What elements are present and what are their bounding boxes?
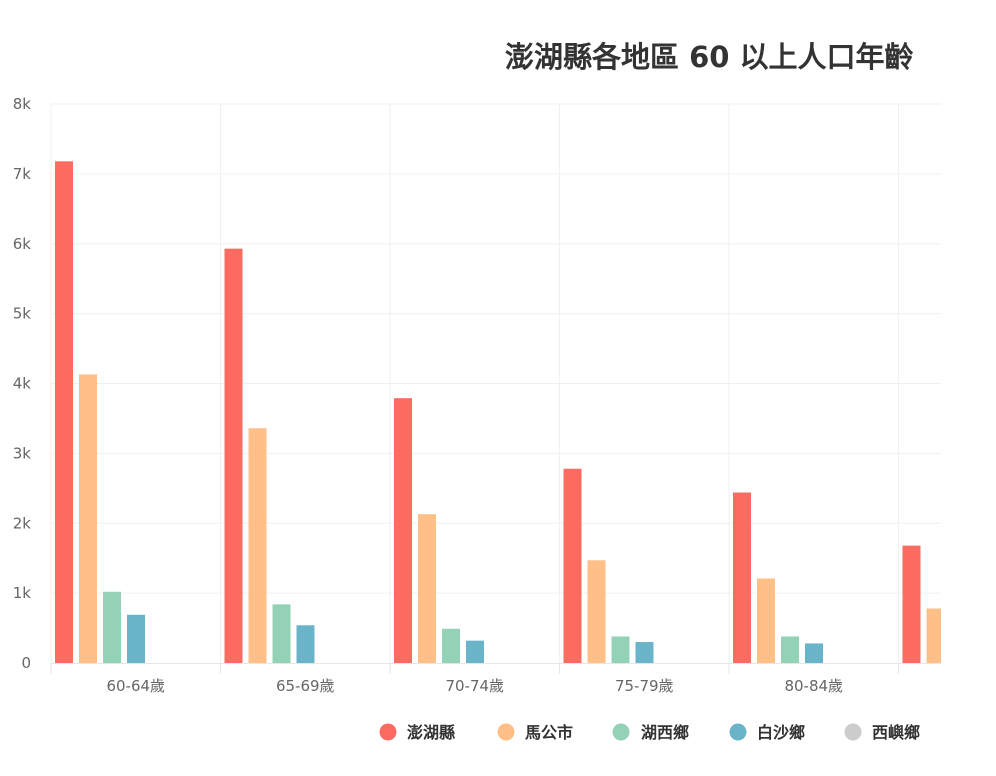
legend-marker-3 bbox=[729, 723, 747, 741]
bar-series-3-cat-0[interactable] bbox=[127, 614, 145, 663]
bar-series-2-cat-2[interactable] bbox=[442, 628, 460, 663]
x-tick-label-2: 70-74歲 bbox=[445, 677, 504, 695]
bar-series-2-cat-0[interactable] bbox=[103, 591, 121, 663]
x-tick-label-1: 65-69歲 bbox=[276, 677, 335, 695]
bar-series-3-cat-1[interactable] bbox=[296, 625, 315, 663]
legend-marker-2 bbox=[612, 723, 630, 741]
y-tick-label-0: 0 bbox=[21, 654, 31, 672]
y-tick-label-7: 7k bbox=[13, 165, 32, 183]
bar-series-1-cat-3[interactable] bbox=[587, 560, 606, 663]
y-tick-label-4: 4k bbox=[13, 375, 32, 393]
legend-marker-1 bbox=[497, 723, 515, 741]
bar-series-1-cat-5[interactable] bbox=[926, 608, 945, 663]
legend-marker-4 bbox=[844, 723, 862, 741]
bar-series-2-cat-1[interactable] bbox=[272, 604, 291, 663]
y-tick-label-2: 2k bbox=[13, 514, 32, 532]
chart-title: 澎湖縣各地區 60 以上人口年齡 bbox=[505, 40, 914, 74]
bar-series-1-cat-2[interactable] bbox=[418, 514, 436, 663]
bar-series-0-cat-2[interactable] bbox=[394, 398, 412, 663]
y-tick-label-5: 5k bbox=[13, 305, 32, 323]
bars-layer bbox=[55, 161, 993, 664]
bar-series-0-cat-0[interactable] bbox=[55, 161, 73, 664]
legend-label-2: 湖西鄉 bbox=[641, 723, 689, 742]
bar-series-3-cat-2[interactable] bbox=[466, 640, 484, 663]
y-tick-label-1: 1k bbox=[13, 584, 32, 602]
legend-item-3[interactable]: 白沙鄉 bbox=[729, 723, 806, 742]
bar-series-1-cat-1[interactable] bbox=[248, 428, 267, 663]
x-tick-label-0: 60-64歲 bbox=[106, 677, 165, 695]
legend-item-2[interactable]: 湖西鄉 bbox=[612, 723, 690, 742]
bar-series-2-cat-3[interactable] bbox=[611, 636, 630, 663]
y-tick-label-8: 8k bbox=[13, 95, 32, 113]
legend-item-4[interactable]: 西嶼鄉 bbox=[844, 723, 921, 742]
bar-series-0-cat-4[interactable] bbox=[733, 492, 751, 663]
x-tick-label-4: 80-84歲 bbox=[784, 677, 843, 695]
bar-series-3-cat-4[interactable] bbox=[805, 643, 823, 663]
legend-label-3: 白沙鄉 bbox=[757, 723, 805, 742]
legend: 澎湖縣 馬公市 湖西鄉 白沙鄉 西嶼鄉 bbox=[379, 723, 921, 742]
bar-series-0-cat-5[interactable] bbox=[902, 545, 921, 663]
bar-series-0-cat-3[interactable] bbox=[563, 468, 582, 663]
legend-item-0[interactable]: 澎湖縣 bbox=[379, 723, 456, 742]
y-tick-label-6: 6k bbox=[13, 235, 32, 253]
legend-label-1: 馬公市 bbox=[525, 723, 573, 742]
bar-series-3-cat-5[interactable] bbox=[975, 651, 993, 663]
y-tick-label-3: 3k bbox=[13, 444, 32, 462]
bar-series-0-cat-1[interactable] bbox=[224, 248, 243, 664]
legend-item-1[interactable]: 馬公市 bbox=[497, 723, 574, 742]
legend-marker-0 bbox=[379, 723, 397, 741]
bar-series-1-cat-4[interactable] bbox=[757, 578, 775, 663]
axes: 0 1k 2k 3k 4k 5k 6k 7k 8k 60-64歲 65-69歲 70-74歲 75-79… bbox=[13, 95, 941, 695]
grid-lines bbox=[50, 103, 941, 663]
legend-label-4: 西嶼鄉 bbox=[872, 723, 920, 742]
bar-series-2-cat-4[interactable] bbox=[781, 636, 799, 663]
bar-series-1-cat-0[interactable] bbox=[79, 374, 97, 663]
bar-series-2-cat-5[interactable] bbox=[951, 646, 969, 663]
bar-series-3-cat-3[interactable] bbox=[635, 642, 654, 663]
legend-label-0: 澎湖縣 bbox=[407, 723, 455, 742]
x-tick-label-3: 75-79歲 bbox=[615, 677, 674, 695]
